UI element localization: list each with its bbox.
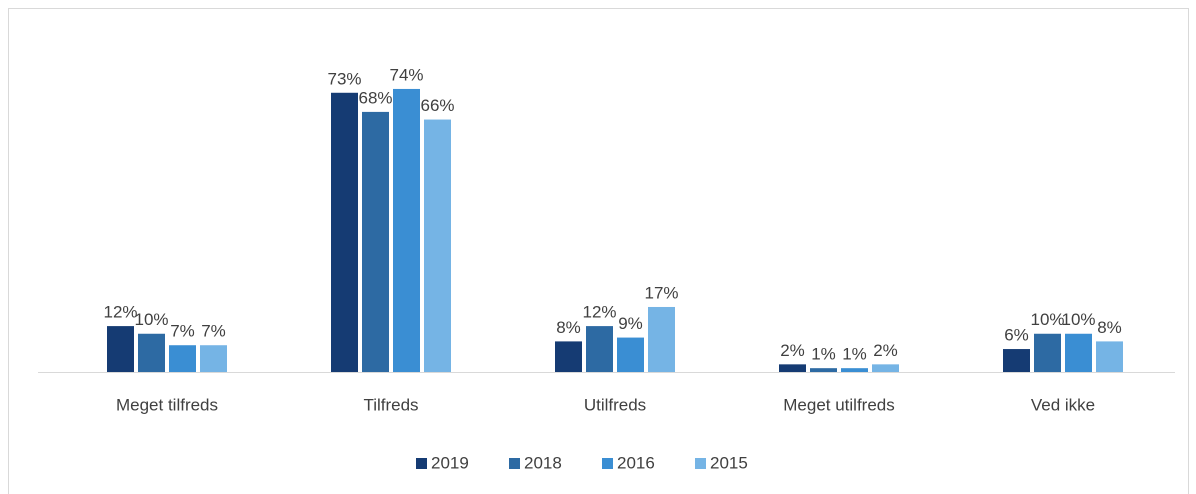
bar — [169, 345, 196, 372]
data-label: 2% — [780, 341, 805, 360]
bar — [810, 368, 837, 372]
chart-border — [8, 8, 1189, 494]
x-tick-label: Meget tilfreds — [116, 395, 218, 414]
legend-swatch — [416, 458, 427, 469]
data-label: 12% — [103, 303, 137, 322]
bar — [648, 306, 675, 372]
bar — [393, 88, 420, 372]
legend-label: 2016 — [617, 453, 655, 472]
data-label: 6% — [1004, 326, 1029, 345]
bar — [617, 337, 644, 372]
x-tick-label: Ved ikke — [1031, 395, 1095, 414]
data-label: 17% — [644, 283, 678, 302]
bar — [331, 92, 358, 373]
bar — [586, 326, 613, 372]
legend-label: 2019 — [431, 453, 469, 472]
bar — [841, 368, 868, 372]
x-tick-label: Utilfreds — [584, 395, 646, 414]
data-label: 10% — [1030, 310, 1064, 329]
data-label: 74% — [389, 65, 423, 84]
data-label: 10% — [134, 310, 168, 329]
data-label: 7% — [170, 322, 195, 341]
bar — [1003, 349, 1030, 372]
legend-swatch — [602, 458, 613, 469]
data-label: 66% — [420, 96, 454, 115]
bar — [362, 111, 389, 373]
data-label: 7% — [201, 322, 226, 341]
bar — [424, 119, 451, 372]
data-label: 12% — [582, 303, 616, 322]
data-label: 8% — [556, 318, 581, 337]
data-label: 73% — [327, 69, 361, 88]
data-label: 1% — [811, 345, 836, 364]
bar — [200, 345, 227, 372]
legend-swatch — [509, 458, 520, 469]
legend-swatch — [695, 458, 706, 469]
data-label: 68% — [358, 88, 392, 107]
x-tick-label: Meget utilfreds — [783, 395, 895, 414]
bar — [555, 341, 582, 372]
bar — [138, 333, 165, 372]
x-tick-label: Tilfreds — [363, 395, 418, 414]
bar — [107, 326, 134, 372]
bar — [1034, 333, 1061, 372]
data-label: 10% — [1061, 310, 1095, 329]
bar — [779, 364, 806, 372]
data-label: 8% — [1097, 318, 1122, 337]
legend-label: 2015 — [710, 453, 748, 472]
bar — [1096, 341, 1123, 372]
data-label: 2% — [873, 341, 898, 360]
data-label: 1% — [842, 345, 867, 364]
bar — [1065, 333, 1092, 372]
legend-label: 2018 — [524, 453, 562, 472]
data-label: 9% — [618, 314, 643, 333]
bar — [872, 364, 899, 372]
